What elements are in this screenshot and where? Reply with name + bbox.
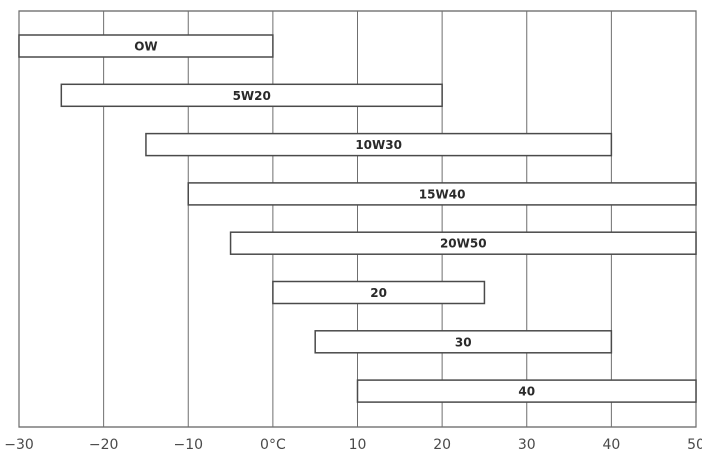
- x-tick-label: 30: [518, 437, 536, 453]
- x-tick-label: 20: [433, 437, 451, 453]
- bar-label: 10W30: [355, 138, 402, 152]
- range-bar-15w40: [187, 182, 697, 206]
- range-bar-20w50: [229, 231, 697, 255]
- x-tick-label: −20: [89, 437, 119, 453]
- bar-label: 20W50: [440, 237, 487, 251]
- bars: OW 5W20 10W30 15W40 20W50 20 30 40: [18, 34, 697, 403]
- range-bar-ow: [18, 34, 274, 58]
- bar-label: 40: [518, 385, 535, 399]
- x-tick-label: 0°C: [260, 437, 286, 453]
- bar-label: OW: [134, 40, 157, 54]
- range-bar-5w20: [60, 83, 443, 108]
- grid: [18, 10, 697, 428]
- bar-label: 30: [455, 335, 472, 349]
- x-tick-label: 40: [602, 437, 620, 453]
- x-tick-label: −10: [173, 437, 203, 453]
- x-tick-label: 10: [349, 437, 367, 453]
- bar-label: 5W20: [233, 89, 271, 103]
- range-bar-10w30: [145, 132, 613, 157]
- range-bar-30: [314, 330, 613, 354]
- x-axis-ticks: −30 −20 −10 0°C 10 20 30 40 50: [4, 437, 702, 453]
- x-tick-label: −30: [4, 437, 34, 453]
- range-bar-20: [272, 280, 486, 305]
- bar-label: 20: [370, 286, 387, 300]
- range-bar-40: [356, 379, 697, 403]
- bar-label: 15W40: [419, 187, 466, 201]
- x-tick-label: 50: [687, 437, 702, 453]
